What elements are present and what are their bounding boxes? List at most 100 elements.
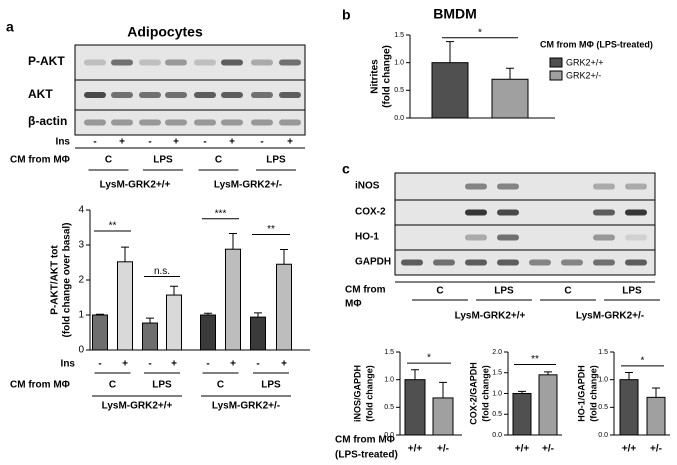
blot-label: GAPDH <box>355 257 391 268</box>
y-axis-label: (fold change over basal) <box>62 222 73 337</box>
error-bar <box>254 312 262 318</box>
significance: *** <box>215 208 227 219</box>
band <box>593 259 615 266</box>
blot <box>394 172 656 201</box>
y-tick-label: 1.5 <box>384 349 394 356</box>
x-tick-label: +/+ <box>408 444 423 455</box>
significance: * <box>427 353 431 364</box>
y-axis-label: (fold change) <box>364 365 374 422</box>
cm-label: LPS <box>152 380 172 391</box>
x-tick-label: +/- <box>437 444 449 455</box>
bar <box>225 248 241 351</box>
ins-label: + <box>287 137 293 148</box>
error-bar <box>146 317 154 324</box>
y-tick-label: 0.5 <box>394 87 404 94</box>
blot-label: β-actin <box>28 114 67 128</box>
bar <box>431 62 469 119</box>
x-tick-label: +/+ <box>622 444 637 455</box>
band <box>84 92 106 98</box>
band <box>561 259 583 266</box>
y-axis-label: HO-1/GAPDH <box>576 365 586 422</box>
y-tick-label: 0.0 <box>598 432 608 439</box>
legend-swatch <box>549 70 563 81</box>
band <box>139 59 161 66</box>
band <box>625 209 647 216</box>
genotype: LysM-GRK2+/- <box>576 311 644 322</box>
band <box>221 59 243 66</box>
y-tick-label: 0.5 <box>492 411 502 418</box>
y-axis-label: (fold change) <box>480 365 490 422</box>
ins-label: + <box>229 137 235 148</box>
y-axis-label: Nitrites <box>370 59 381 94</box>
blot <box>394 199 656 226</box>
legend-entry: GRK2+/+ <box>566 57 604 67</box>
legend-title: CM from MΦ (LPS-treated) <box>540 39 653 49</box>
band <box>465 209 487 216</box>
band <box>625 259 647 266</box>
bar <box>166 294 182 351</box>
y-tick-label: 4 <box>78 205 84 216</box>
band <box>465 183 487 190</box>
error-bar <box>652 387 660 398</box>
error-bar <box>229 232 237 250</box>
y-tick-label: 0.5 <box>598 404 608 411</box>
bar <box>117 261 133 351</box>
band <box>84 119 106 126</box>
bar <box>276 263 292 351</box>
legend-entry: GRK2+/- <box>566 70 601 80</box>
ins-label: - <box>148 137 151 148</box>
y-tick-label: 0.0 <box>394 115 404 122</box>
y-axis-label: (fold change) <box>588 365 598 422</box>
y-tick-label: 0.0 <box>384 432 394 439</box>
band <box>221 119 243 126</box>
error-bar <box>518 390 526 394</box>
row-label: Ins <box>61 359 76 370</box>
bar <box>92 314 108 351</box>
panel-title: Adipocytes <box>127 24 203 40</box>
error-bar <box>439 381 447 398</box>
band <box>465 259 487 266</box>
row-label: MΦ <box>345 299 362 310</box>
bar <box>250 316 266 351</box>
row-label: CM from MΦ <box>10 155 70 166</box>
y-tick-label: 1.5 <box>394 32 404 39</box>
x-tick-label: - <box>98 359 101 370</box>
band <box>251 92 273 98</box>
y-tick-label: 0.0 <box>492 432 502 439</box>
y-tick-label: 0.5 <box>384 404 394 411</box>
x-tick-label: + <box>171 359 177 370</box>
blot-label: COX-2 <box>355 207 386 218</box>
bar <box>538 374 558 436</box>
cm-label: LPS <box>261 380 281 391</box>
x-tick-label: - <box>148 359 151 370</box>
legend-swatch <box>549 57 563 68</box>
x-tick-label: - <box>206 359 209 370</box>
band <box>194 59 216 66</box>
x-tick-label: + <box>281 359 287 370</box>
y-tick-label: 2 <box>78 275 84 286</box>
panel-label: a <box>6 19 14 35</box>
y-tick-label: 0 <box>78 345 84 356</box>
error-bar <box>204 312 212 315</box>
row-label: Ins <box>56 137 71 148</box>
cm-label: C <box>436 286 443 297</box>
blot-label: iNOS <box>355 181 380 192</box>
y-tick-label: 1.5 <box>492 370 502 377</box>
band <box>165 92 187 98</box>
band <box>497 234 519 241</box>
band <box>251 119 273 126</box>
band <box>529 259 551 266</box>
error-bar <box>446 41 454 63</box>
bar <box>491 78 529 119</box>
band <box>279 119 301 126</box>
cm-label: C <box>215 155 222 166</box>
cm-label: LPS <box>494 286 514 297</box>
x-tick-label: +/+ <box>515 444 530 455</box>
blot-label: AKT <box>28 87 53 101</box>
band <box>279 59 301 66</box>
error-bar <box>280 249 288 265</box>
y-axis-label: P-AKT/AKT tot <box>50 245 61 315</box>
band <box>433 259 455 266</box>
band <box>251 59 273 66</box>
